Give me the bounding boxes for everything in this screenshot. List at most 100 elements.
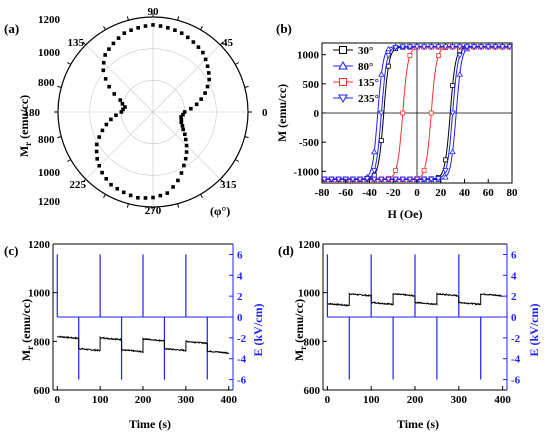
polar-data-point	[205, 64, 210, 69]
hysteresis-marker	[356, 176, 364, 183]
legend-marker	[338, 94, 348, 104]
polar-data-point	[121, 107, 125, 112]
polar-data-point	[101, 60, 106, 65]
svg-text:Mr(emu/cc): Mr(emu/cc)	[17, 95, 33, 157]
polar-data-point	[194, 102, 199, 107]
hysteresis-marker	[400, 110, 406, 116]
y-tick-label: 500	[303, 79, 320, 91]
polar-data-point	[120, 102, 125, 106]
hysteresis-marker	[463, 44, 471, 51]
y-tick-label-right: -2	[511, 333, 521, 345]
polar-data-point	[183, 137, 188, 142]
y-axis-label-right-d: E (kV/cm)	[527, 304, 541, 357]
polar-data-point	[116, 36, 121, 40]
y-tick-label-right: -6	[237, 375, 247, 387]
polar-angle-tick	[82, 178, 87, 183]
svg-text:Mr(emu/cc): Mr(emu/cc)	[19, 299, 35, 361]
polar-grid-spoke	[152, 44, 221, 113]
polar-data-point	[121, 190, 126, 195]
hysteresis-marker	[421, 167, 427, 173]
hysteresis-marker	[470, 44, 478, 51]
polar-data-point	[122, 31, 127, 35]
hysteresis-marker	[442, 173, 449, 180]
x-tick-label: -60	[338, 187, 353, 199]
polar-data-point	[103, 53, 107, 57]
polar-data-point	[118, 98, 123, 102]
polar-data-point	[109, 182, 113, 187]
hysteresis-marker	[492, 44, 499, 51]
polar-data-point	[181, 127, 185, 132]
polar-data-point	[104, 176, 109, 181]
polar-data-point	[182, 132, 187, 137]
hysteresis-marker	[449, 44, 456, 51]
hysteresis-marker	[428, 44, 435, 51]
polar-data-point	[184, 150, 189, 154]
hysteresis-marker	[442, 44, 449, 51]
polar-data-point	[179, 115, 183, 119]
polar-data-point	[97, 163, 102, 168]
y-tick-label-right: 0	[511, 312, 517, 324]
polar-data-point	[182, 110, 187, 114]
hysteresis-marker	[435, 53, 441, 59]
x-tick-label: 20	[435, 187, 447, 199]
x-tick-label: 0	[414, 187, 420, 199]
hysteresis-marker	[449, 148, 456, 155]
polar-data-point	[101, 68, 106, 73]
y-tick-label-right: -2	[237, 333, 247, 345]
hysteresis-marker	[413, 44, 421, 51]
angle-unit-label: (φ°)	[210, 204, 230, 218]
y-tick-label: -1000	[293, 166, 319, 178]
polar-angle-tick	[126, 203, 129, 208]
polar-data-point	[136, 195, 140, 200]
y-tick-label-left: 1000	[298, 288, 321, 300]
polar-y-axis-label: Mr(emu/cc)	[17, 95, 33, 157]
legend-label: 30°	[358, 45, 373, 57]
polar-data-point	[165, 191, 170, 195]
polar-data-point	[128, 193, 133, 198]
polar-data-point	[97, 135, 101, 139]
polar-data-point	[199, 97, 203, 101]
magnetization-trace	[327, 291, 503, 307]
hysteresis-marker	[443, 157, 448, 163]
hysteresis-marker	[335, 176, 342, 183]
x-tick-label: -80	[315, 187, 330, 199]
radial-tick-label: 1200	[38, 14, 61, 26]
hysteresis-marker	[420, 44, 428, 51]
hysteresis-marker	[428, 176, 435, 183]
hysteresis-marker	[449, 110, 456, 117]
panel-label-a: (a)	[4, 21, 19, 36]
x-tick-label: 300	[178, 394, 195, 406]
hysteresis-marker	[499, 44, 506, 51]
legend-b: 30° 80° 135° 235°	[333, 45, 379, 105]
polar-grid-spoke	[85, 44, 154, 113]
polar-angle-tick	[103, 26, 106, 30]
hysteresis-marker	[378, 110, 385, 117]
y-tick-label-right: 0	[237, 312, 243, 324]
x-tick-label: 400	[494, 394, 511, 406]
y-tick-label-left: 1200	[298, 239, 321, 251]
polar-data-point	[201, 50, 205, 55]
polar-data-point	[107, 84, 111, 89]
polar-data-point	[107, 47, 111, 51]
panel-label-b: (b)	[276, 21, 292, 36]
radial-tick-label: 1200	[38, 196, 61, 208]
polar-plot-a: 0 45 90 135 180 225 270 315 1200 1000 800 800 1000 12…	[17, 6, 268, 218]
x-tick-label: 400	[220, 394, 237, 406]
polar-data-point	[109, 117, 113, 122]
hysteresis-marker	[399, 176, 406, 183]
hysteresis-marker	[386, 63, 391, 69]
polar-data-point	[196, 45, 201, 49]
polar-data-point	[166, 25, 170, 30]
polar-data-point	[143, 24, 148, 28]
x-tick-label: 0	[55, 394, 61, 406]
polar-data-point	[182, 163, 186, 168]
hysteresis-marker	[442, 168, 449, 174]
hysteresis-marker	[485, 44, 492, 51]
hysteresis-marker	[477, 44, 485, 51]
angle-tick-label: 0	[262, 107, 268, 119]
hysteresis-marker	[385, 176, 392, 183]
hysteresis-marker	[407, 53, 413, 59]
legend-marker	[339, 46, 347, 54]
y-axis-label-left-d: Mr(emu/cc)	[292, 299, 308, 361]
